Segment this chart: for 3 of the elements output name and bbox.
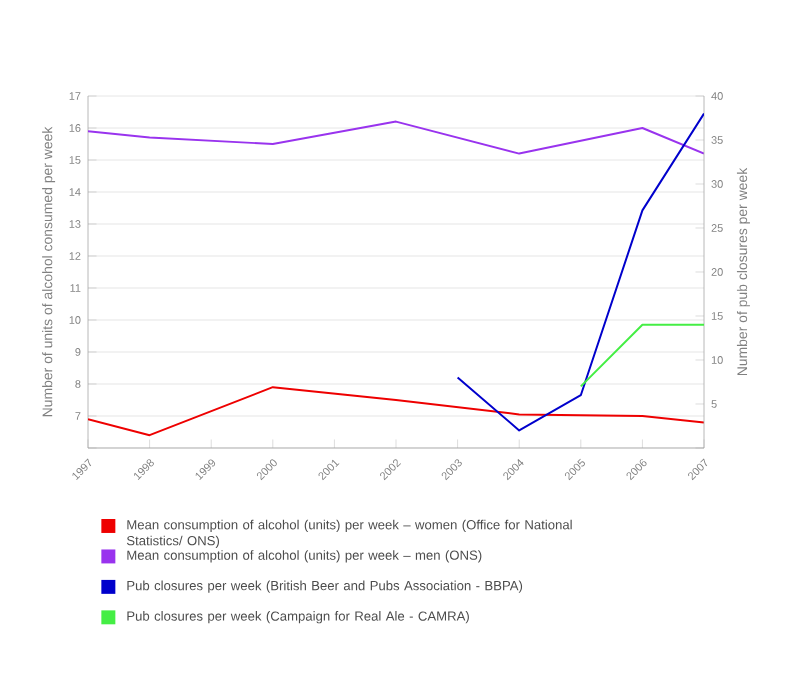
line-series — [88, 120, 705, 155]
line-series — [88, 386, 705, 437]
line-series — [456, 112, 705, 432]
